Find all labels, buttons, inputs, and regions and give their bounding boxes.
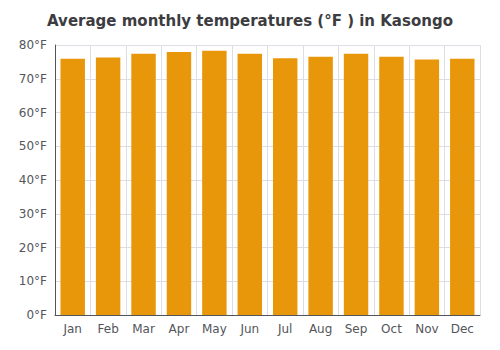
svg-text:60°F: 60°F <box>19 106 47 120</box>
svg-text:Feb: Feb <box>98 322 119 336</box>
svg-text:50°F: 50°F <box>19 139 47 153</box>
svg-text:Aug: Aug <box>309 322 332 336</box>
svg-text:Dec: Dec <box>451 322 474 336</box>
svg-text:Mar: Mar <box>132 322 155 336</box>
svg-text:Average monthly temperatures (: Average monthly temperatures (°F ) in Ka… <box>47 12 453 30</box>
svg-text:80°F: 80°F <box>19 38 47 52</box>
svg-text:20°F: 20°F <box>19 241 47 255</box>
svg-text:Sep: Sep <box>345 322 368 336</box>
svg-text:May: May <box>202 322 227 336</box>
svg-text:Oct: Oct <box>381 322 402 336</box>
svg-text:Nov: Nov <box>415 322 438 336</box>
svg-text:0°F: 0°F <box>26 308 47 322</box>
svg-text:Apr: Apr <box>169 322 190 336</box>
svg-text:30°F: 30°F <box>19 207 47 221</box>
svg-text:Jun: Jun <box>239 322 259 336</box>
svg-text:70°F: 70°F <box>19 72 47 86</box>
svg-text:40°F: 40°F <box>19 173 47 187</box>
svg-text:Jul: Jul <box>277 322 292 336</box>
svg-text:Jan: Jan <box>62 322 82 336</box>
svg-text:10°F: 10°F <box>19 274 47 288</box>
